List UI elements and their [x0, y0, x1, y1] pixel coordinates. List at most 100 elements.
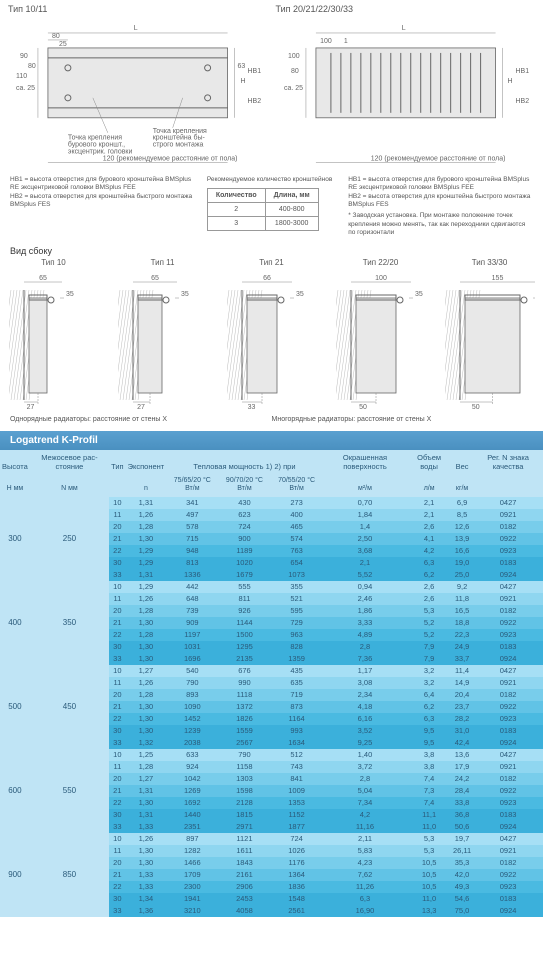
data-cell: 2,8 — [323, 773, 408, 785]
data-cell: 12,6 — [451, 521, 473, 533]
data-cell: 10 — [109, 581, 126, 593]
data-cell: 3210 — [166, 905, 218, 917]
data-cell: 2,34 — [323, 689, 408, 701]
data-cell: 1941 — [166, 893, 218, 905]
data-cell: 497 — [166, 509, 218, 521]
data-cell: 1843 — [218, 857, 270, 869]
data-cell: 578 — [166, 521, 218, 533]
data-cell: 13,3 — [407, 905, 451, 917]
data-cell: 17,9 — [451, 761, 473, 773]
data-cell: 2038 — [166, 737, 218, 749]
th-t2: 90/70/20 °C Вт/м — [218, 474, 270, 497]
data-cell: 30 — [109, 641, 126, 653]
table-row: 900850101,2689711217242,115,319,70427 — [0, 833, 543, 845]
data-cell: 33 — [109, 569, 126, 581]
data-cell: 1164 — [271, 713, 323, 725]
data-cell: 1452 — [166, 713, 218, 725]
th-n: n — [126, 474, 167, 497]
data-cell: 26,11 — [451, 845, 473, 857]
data-cell: 1026 — [271, 845, 323, 857]
th-t3: 70/55/20 °C Вт/м — [271, 474, 323, 497]
data-cell: 893 — [166, 689, 218, 701]
data-cell: 1440 — [166, 809, 218, 821]
data-cell: 1,30 — [126, 797, 167, 809]
data-cell: 0,94 — [323, 581, 408, 593]
data-cell: 1,31 — [126, 569, 167, 581]
data-cell: 33,8 — [451, 797, 473, 809]
data-cell: 5,2 — [407, 617, 451, 629]
th-heat: Тепловая мощность 1) 2) при — [166, 450, 322, 474]
data-cell: 6,3 — [407, 557, 451, 569]
data-cell: 0182 — [473, 773, 543, 785]
data-cell: 1679 — [218, 569, 270, 581]
data-cell: 1,34 — [126, 893, 167, 905]
data-cell: 0924 — [473, 737, 543, 749]
data-cell: 1,30 — [126, 641, 167, 653]
notes-left: HB1 = высота отверстия для бурового крон… — [10, 176, 195, 238]
data-cell: 1295 — [218, 641, 270, 653]
side-view-item: Тип 22/20 100 35 50 — [333, 258, 428, 412]
data-cell: 435 — [271, 665, 323, 677]
data-cell: 1031 — [166, 641, 218, 653]
data-cell: 1,86 — [323, 605, 408, 617]
data-cell: 25,0 — [451, 569, 473, 581]
data-cell: 11,0 — [407, 821, 451, 833]
data-cell: 5,3 — [407, 833, 451, 845]
svg-text:кронштейна бы-: кронштейна бы- — [153, 134, 206, 142]
side-footnote-left: Однорядные радиаторы: расстояние от стен… — [10, 416, 272, 423]
data-cell: 7,9 — [407, 641, 451, 653]
mini-th-qty: Количество — [207, 189, 265, 203]
data-cell: 1118 — [218, 689, 270, 701]
side-view-title: Вид сбоку — [0, 240, 543, 258]
data-cell: 6,3 — [323, 893, 408, 905]
table-row: 600550101,256337905121,403,813,60427 — [0, 749, 543, 761]
data-cell: 24,2 — [451, 773, 473, 785]
svg-text:бурового кроншт.,: бурового кроншт., — [68, 141, 125, 149]
svg-text:90: 90 — [20, 53, 28, 60]
data-cell: 2561 — [271, 905, 323, 917]
data-cell: 1,26 — [126, 509, 167, 521]
side-item-svg: 65 35 27 — [118, 270, 208, 410]
th-exp: Экспонент — [126, 450, 167, 474]
data-cell: 2,8 — [323, 641, 408, 653]
data-cell: 724 — [271, 833, 323, 845]
side-footnote-right: Многорядные радиаторы: расстояние от сте… — [272, 416, 534, 423]
data-cell: 724 — [218, 521, 270, 533]
data-cell: 1152 — [271, 809, 323, 821]
data-cell: 42,0 — [451, 869, 473, 881]
notes-row: HB1 = высота отверстия для бурового крон… — [0, 174, 543, 240]
svg-text:ca. 25: ca. 25 — [283, 85, 302, 92]
data-cell: 22 — [109, 713, 126, 725]
data-cell: 1692 — [166, 797, 218, 809]
data-cell: 1,27 — [126, 773, 167, 785]
data-cell: 1,26 — [126, 677, 167, 689]
data-cell: 1,30 — [126, 533, 167, 545]
data-cell: 36,8 — [451, 809, 473, 821]
data-cell: 2,1 — [323, 557, 408, 569]
data-cell: 2971 — [218, 821, 270, 833]
data-cell: 6,4 — [407, 689, 451, 701]
note-hb1-left: HB1 = высота отверстия для бурового крон… — [10, 176, 195, 193]
data-cell: 1,31 — [126, 497, 167, 509]
mini-th-len: Длина, мм — [265, 189, 318, 203]
data-cell: 0922 — [473, 701, 543, 713]
data-cell: 790 — [218, 749, 270, 761]
data-cell: 273 — [271, 497, 323, 509]
data-cell: 1,25 — [126, 749, 167, 761]
th-axis: Межосевое рас-стояние — [30, 450, 109, 474]
data-cell: 0427 — [473, 833, 543, 845]
svg-text:120 (рекомендуемое расстояние: 120 (рекомендуемое расстояние от пола) — [370, 156, 505, 163]
data-cell: 20 — [109, 605, 126, 617]
data-cell: 0182 — [473, 605, 543, 617]
data-cell: 1611 — [218, 845, 270, 857]
side-view-row: Тип 10 65 35 27 Тип 11 — [0, 258, 543, 412]
data-cell: 11 — [109, 845, 126, 857]
data-cell: 0921 — [473, 509, 543, 521]
data-cell: 1353 — [271, 797, 323, 809]
data-cell: 400 — [271, 509, 323, 521]
data-cell: 341 — [166, 497, 218, 509]
data-cell: 11 — [109, 761, 126, 773]
svg-text:33: 33 — [247, 404, 255, 410]
data-cell: 1,84 — [323, 509, 408, 521]
th-n-mm: N мм — [30, 474, 109, 497]
